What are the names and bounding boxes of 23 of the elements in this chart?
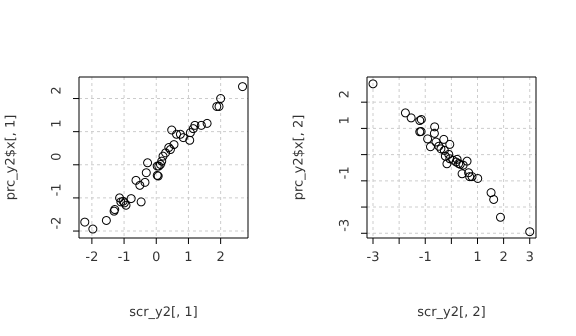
x-axis-title: scr_y2[, 2] xyxy=(417,305,486,320)
y-tick-label: 2 xyxy=(50,86,64,95)
y-axis-title: prc_y2$x[, 1] xyxy=(4,114,19,200)
y-tick-label: -3 xyxy=(338,218,352,232)
x-tick-label: 0 xyxy=(152,250,160,266)
x-axis-title: scr_y2[, 1] xyxy=(129,305,198,320)
y-tick-label: -1 xyxy=(50,183,64,196)
x-tick-label: 2 xyxy=(216,250,225,266)
x-tick-label: -3 xyxy=(366,250,380,266)
x-tick-label: 1 xyxy=(184,250,193,266)
y-tick-label: 1 xyxy=(338,116,352,125)
y-tick-label: 0 xyxy=(50,152,64,161)
y-tick-label: 1 xyxy=(50,120,64,128)
y-tick-label: 2 xyxy=(338,90,352,98)
y-tick-label: -2 xyxy=(50,216,64,230)
x-tick-label: 3 xyxy=(526,250,534,266)
x-tick-label: 2 xyxy=(499,250,508,266)
x-tick-label: 1 xyxy=(473,250,482,266)
x-tick-label: -2 xyxy=(85,250,98,266)
y-tick-label: -1 xyxy=(338,166,352,180)
x-tick-label: -1 xyxy=(118,250,131,266)
y-axis-title: prc_y2$x[, 2] xyxy=(292,114,307,200)
x-tick-label: -1 xyxy=(418,250,432,266)
